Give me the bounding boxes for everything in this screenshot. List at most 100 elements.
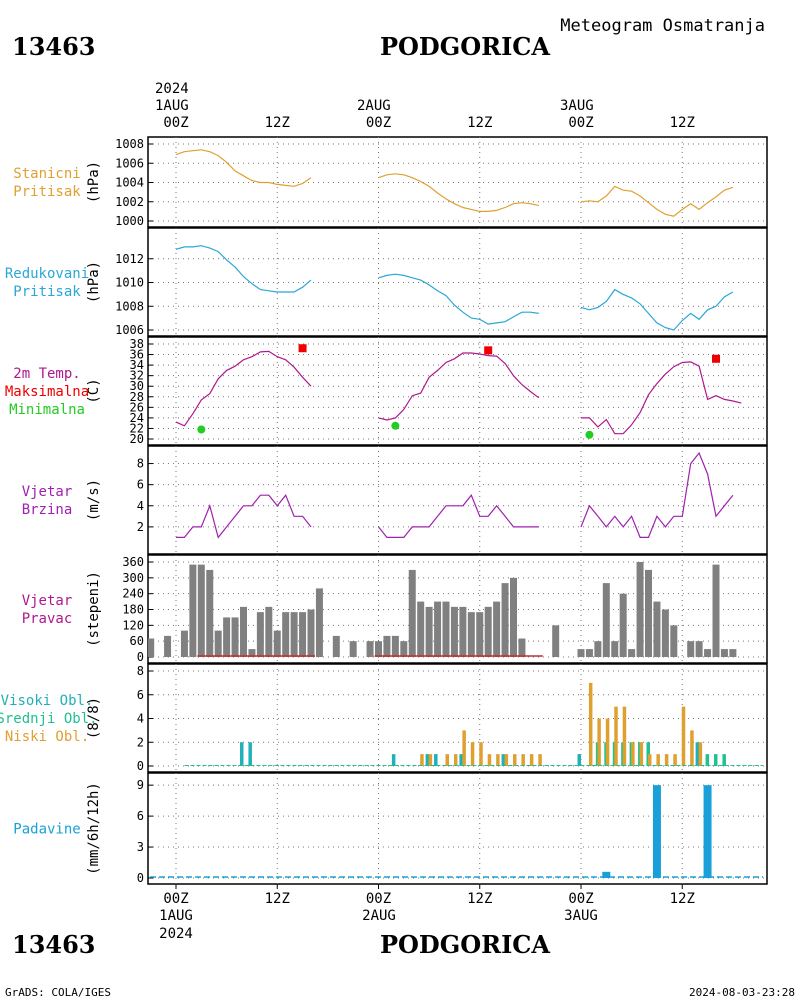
cloud-bar — [501, 754, 506, 766]
direction-bar — [240, 606, 247, 657]
y-tick-label: 28 — [130, 390, 144, 404]
station-name: PODGORICA — [380, 32, 550, 61]
series-line — [378, 352, 540, 421]
y-tick-label: 1010 — [115, 276, 144, 290]
y-tick-label: 9 — [137, 778, 144, 792]
footer-timestamp: 2024-08-03-23:28 — [689, 986, 795, 999]
panel-label: Pritisak — [13, 184, 81, 200]
direction-bar — [148, 638, 155, 657]
unit-label: (hPa) — [86, 261, 102, 303]
hour-label-bottom: 00Z — [366, 891, 391, 907]
direction-bar — [670, 625, 678, 657]
panel-redukovani: 1006 1008 1010 1012 (hPa)Redukovani Pritisak — [5, 227, 768, 337]
cloud-bar — [391, 754, 396, 766]
direction-bar — [383, 635, 391, 657]
direction-bar — [197, 564, 205, 657]
panel-label: Vjetar — [22, 484, 73, 500]
min-temp-marker — [391, 421, 400, 430]
direction-bar — [206, 569, 214, 657]
panel-frame — [147, 136, 768, 228]
direction-bar — [180, 630, 188, 657]
hour-label-bottom: 12Z — [670, 891, 695, 907]
max-temp-marker — [484, 346, 493, 355]
cloud-bar — [428, 754, 433, 766]
y-tick-label: 180 — [122, 603, 144, 617]
direction-bar — [602, 583, 610, 657]
hour-label-top: 00Z — [568, 115, 593, 131]
direction-bar — [231, 617, 239, 657]
series-line — [580, 451, 734, 539]
y-tick-label: 6 — [137, 809, 144, 823]
min-temp-marker — [585, 430, 594, 439]
direction-bar — [510, 577, 517, 657]
direction-bar — [408, 569, 416, 657]
direction-bar — [417, 601, 425, 657]
unit-label: (stepeni) — [86, 571, 102, 647]
direction-bar — [687, 641, 695, 657]
panel-label: Pravac — [22, 611, 73, 627]
top-day-label-1: 1AUG — [155, 98, 189, 114]
cloud-bar — [240, 742, 244, 766]
direction-bar — [493, 601, 501, 657]
y-tick-label: 34 — [130, 358, 144, 372]
y-tick-label: 4 — [137, 712, 144, 726]
y-tick-label: 6 — [137, 478, 144, 492]
direction-bar — [501, 583, 509, 657]
panel-frame — [147, 772, 768, 885]
panel-label: Visoki Obl. — [1, 693, 94, 709]
y-tick-label: 0 — [137, 759, 144, 773]
y-tick-label: 2 — [137, 735, 144, 749]
direction-bar — [256, 612, 264, 657]
unit-label: (hPa) — [86, 161, 102, 203]
y-tick-label: 60 — [130, 634, 144, 648]
direction-bar — [645, 569, 652, 657]
direction-bar — [290, 612, 298, 657]
panel-label: Srednji Obl. — [0, 711, 98, 727]
y-tick-label: 3 — [137, 840, 144, 854]
bottom-year-label: 2024 — [159, 926, 193, 942]
cloud-bar — [664, 754, 669, 766]
panel-label: Brzina — [22, 502, 73, 518]
direction-bar — [594, 641, 602, 657]
cloud-bar — [538, 754, 542, 766]
direction-bar — [189, 564, 197, 657]
panel-label: Niski Obl. — [5, 729, 89, 745]
cloud-bar — [529, 754, 534, 766]
direction-bar — [653, 601, 661, 657]
cloud-bar — [459, 754, 463, 766]
y-tick-label: 20 — [130, 432, 144, 446]
hour-label-top: 00Z — [163, 115, 188, 131]
hour-label-bottom: 00Z — [163, 891, 188, 907]
cloud-bar — [681, 706, 686, 766]
direction-bar — [307, 609, 315, 657]
top-day-label-2: 2AUG — [357, 98, 391, 114]
y-tick-label: 36 — [130, 348, 144, 362]
direction-bar — [484, 606, 492, 657]
series-line — [378, 494, 539, 539]
direction-bar — [577, 649, 585, 657]
unit-label: (m/s) — [86, 479, 102, 521]
max-temp-marker — [712, 354, 720, 363]
footer-credit: GrADS: COLA/IGES — [5, 986, 111, 999]
panel-frame — [147, 336, 768, 446]
cloud-bar — [639, 742, 644, 766]
footer-station-name: PODGORICA — [380, 930, 550, 959]
cloud-bar — [521, 754, 525, 766]
cloud-bar — [695, 742, 700, 766]
direction-bar — [695, 641, 703, 657]
y-tick-label: 1008 — [115, 299, 144, 313]
cloud-bar — [605, 718, 610, 766]
hour-label-bottom: 00Z — [568, 891, 593, 907]
min-temp-marker — [197, 425, 206, 434]
direction-bar — [611, 641, 619, 657]
direction-bar — [450, 606, 458, 657]
plot-area — [175, 245, 734, 331]
direction-bar — [248, 649, 256, 657]
cloud-bar — [614, 706, 618, 766]
top-hour-labels: 00Z 12Z 00Z 12Z 00Z 12Z — [163, 115, 695, 131]
panel-vjetar_brzina: 2 4 6 8 (m/s) Vjetar Brzina — [22, 445, 768, 555]
y-tick-label: 2 — [137, 520, 144, 534]
direction-bar — [214, 630, 222, 657]
